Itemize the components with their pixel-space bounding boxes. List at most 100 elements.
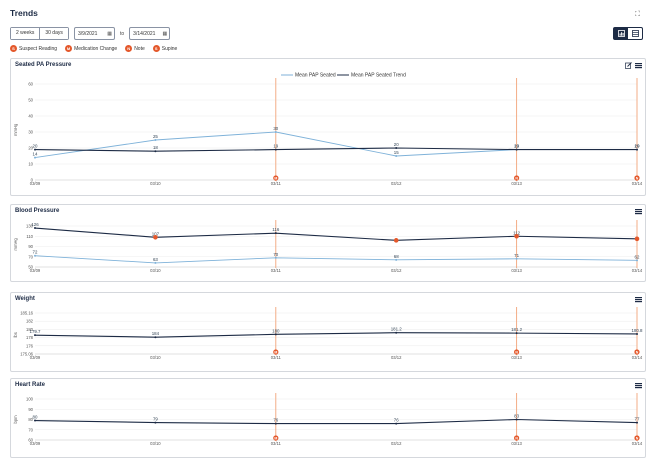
data-label: 77 bbox=[635, 417, 640, 422]
suspect-reading-icon: S bbox=[10, 45, 17, 52]
weight-chart: lbs 185.16 182 180 178 176 175.06 M N N 03/09 03/10… bbox=[13, 307, 643, 360]
x-tick-label: 03/14 bbox=[632, 181, 643, 186]
table-view-icon bbox=[631, 30, 639, 37]
note-icon: N bbox=[125, 45, 133, 52]
legend-item-suspect: S Suspect Reading bbox=[10, 45, 57, 52]
data-label: 126 bbox=[31, 222, 39, 227]
x-tick-label: 03/11 bbox=[271, 441, 282, 446]
y-tick-label: 80 bbox=[28, 417, 33, 422]
legend-item-supine: S Supine bbox=[152, 45, 178, 52]
supine-icon: S bbox=[152, 45, 160, 52]
x-tick-label: 03/14 bbox=[632, 441, 643, 446]
y-tick-label: 130 bbox=[26, 224, 34, 229]
date-to-input[interactable]: 3/14/2021 ▦ bbox=[129, 27, 171, 40]
y-tick-label: 20 bbox=[28, 146, 33, 151]
data-point bbox=[274, 422, 277, 425]
page-title: Trends bbox=[10, 8, 38, 18]
data-label: 116 bbox=[272, 227, 280, 232]
y-tick-label: 90 bbox=[28, 407, 33, 412]
data-point bbox=[395, 331, 398, 334]
two-weeks-button[interactable]: 2 weeks bbox=[11, 28, 40, 39]
series-line bbox=[34, 147, 637, 152]
legend-label: Supine bbox=[161, 45, 178, 52]
y-tick-label: 178 bbox=[26, 335, 34, 340]
data-label: 71 bbox=[514, 253, 519, 258]
y-tick-label: 0 bbox=[31, 178, 34, 183]
menu-icon[interactable] bbox=[635, 296, 642, 303]
data-point bbox=[274, 333, 277, 336]
series-line bbox=[34, 131, 637, 159]
data-point bbox=[395, 258, 398, 261]
date-range: 3/9/2021 ▦ to 3/14/2021 ▦ bbox=[74, 27, 171, 40]
chart-view-button[interactable] bbox=[614, 28, 628, 39]
view-toggle bbox=[613, 27, 643, 40]
x-tick-label: 03/12 bbox=[391, 441, 402, 446]
data-point bbox=[154, 139, 157, 141]
event-marker bbox=[514, 175, 520, 181]
event-marker-glyph: M bbox=[274, 350, 277, 354]
data-label: 20 bbox=[514, 144, 519, 149]
weight-panel: Weight lbs 185.16 182 180 178 176 175.06 M N N 03/… bbox=[10, 292, 646, 372]
fullscreen-icon[interactable]: ⛶ bbox=[635, 11, 640, 18]
event-marker bbox=[634, 435, 640, 441]
data-label: 68 bbox=[394, 254, 399, 259]
panel-title: Weight bbox=[15, 296, 35, 302]
y-tick-label: 60 bbox=[28, 438, 33, 443]
heart-rate-panel: Heart Rate bpm 100 90 80 70 60 M N N 03/09 03/10 03… bbox=[10, 378, 646, 458]
y-tick-label: 176 bbox=[26, 343, 34, 348]
data-label: 181.2 bbox=[511, 327, 523, 332]
event-marker bbox=[634, 175, 640, 181]
y-tick-label: 182 bbox=[26, 319, 34, 324]
data-point bbox=[274, 256, 277, 259]
data-label: 79 bbox=[153, 417, 158, 422]
data-point bbox=[515, 418, 518, 421]
data-point bbox=[515, 332, 518, 335]
x-tick-label: 03/13 bbox=[511, 441, 522, 446]
x-tick-label: 03/10 bbox=[150, 355, 161, 360]
y-axis-label: mmHg bbox=[13, 123, 18, 136]
series-line bbox=[34, 227, 638, 241]
data-point bbox=[154, 336, 157, 339]
event-marker bbox=[273, 175, 279, 181]
date-from-input[interactable]: 3/9/2021 ▦ bbox=[74, 27, 115, 40]
menu-icon[interactable] bbox=[635, 208, 642, 215]
panel-title: Blood Pressure bbox=[15, 208, 60, 214]
event-marker bbox=[273, 349, 279, 355]
edit-icon[interactable] bbox=[625, 62, 632, 69]
data-label: 30 bbox=[273, 126, 278, 131]
calendar-icon[interactable]: ▦ bbox=[107, 30, 112, 37]
data-label: 180 bbox=[272, 328, 280, 333]
medication-change-icon: M bbox=[65, 45, 73, 52]
x-tick-label: 03/09 bbox=[30, 181, 41, 186]
y-tick-label: 90 bbox=[28, 244, 33, 249]
x-tick-label: 03/09 bbox=[30, 268, 41, 273]
data-label: 184 bbox=[152, 331, 160, 336]
series-legend-label: Mean PAP Seated Trend bbox=[351, 73, 406, 79]
legend-label: Note bbox=[134, 45, 145, 52]
seated-pa-pressure-panel: Seated PA Pressure Mean PAP Seated Mean … bbox=[10, 58, 646, 196]
data-label: 18 bbox=[153, 145, 158, 150]
menu-icon[interactable] bbox=[635, 62, 642, 69]
table-view-button[interactable] bbox=[628, 28, 642, 39]
data-point bbox=[395, 155, 398, 157]
x-tick-label: 03/14 bbox=[632, 355, 643, 360]
x-tick-label: 03/13 bbox=[511, 268, 522, 273]
thirty-days-button[interactable]: 30 days bbox=[39, 28, 68, 39]
x-tick-label: 03/13 bbox=[511, 181, 522, 186]
series-line bbox=[34, 255, 638, 264]
data-point bbox=[636, 421, 638, 424]
reading-marker bbox=[393, 238, 399, 243]
data-label: 80 bbox=[33, 415, 38, 420]
x-tick-label: 03/09 bbox=[30, 355, 41, 360]
chart-view-icon bbox=[617, 30, 625, 37]
date-from-value: 3/9/2021 bbox=[78, 30, 98, 37]
data-point bbox=[34, 148, 36, 151]
y-axis-label: lbs bbox=[13, 332, 18, 337]
series-line bbox=[34, 332, 638, 338]
data-point bbox=[34, 254, 36, 257]
legend-item-note: N Note bbox=[125, 45, 145, 52]
menu-icon[interactable] bbox=[635, 382, 642, 389]
data-point bbox=[34, 334, 36, 337]
calendar-icon[interactable]: ▦ bbox=[162, 30, 168, 37]
